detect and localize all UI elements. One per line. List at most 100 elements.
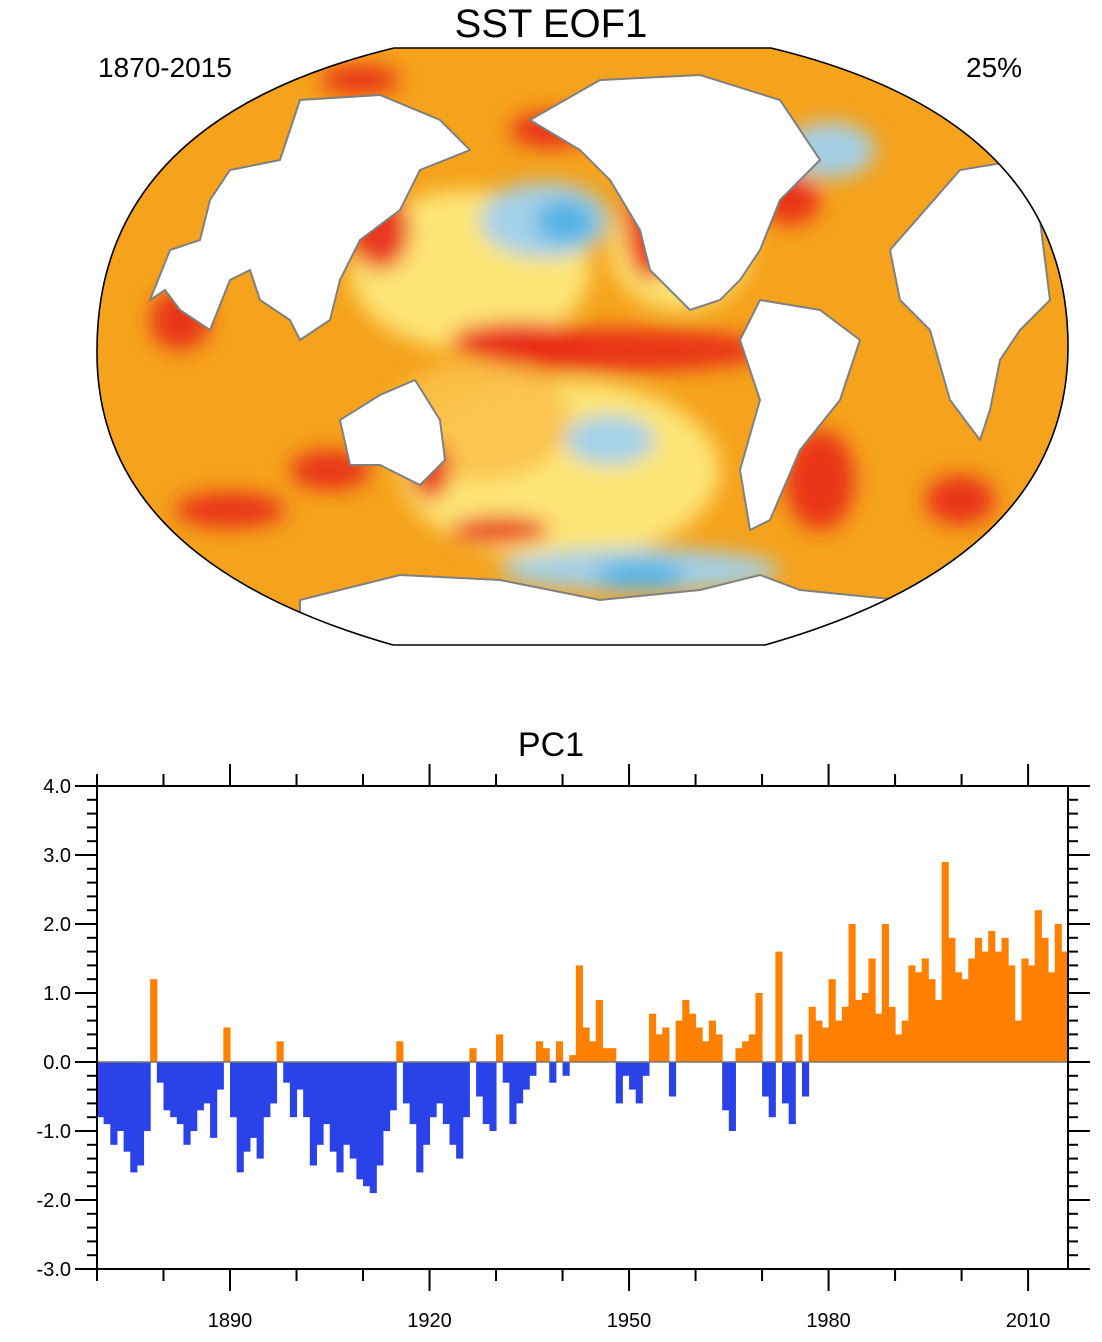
pc1-bar bbox=[110, 1062, 118, 1145]
pc1-bar bbox=[183, 1062, 191, 1145]
pc1-bar bbox=[249, 1062, 258, 1138]
pc1-bar bbox=[1008, 965, 1016, 1062]
pc1-bar bbox=[396, 1041, 404, 1062]
pc1-bar bbox=[296, 1062, 304, 1090]
pc1-bar bbox=[376, 1062, 384, 1166]
period-label: 1870-2015 bbox=[98, 52, 232, 83]
southern-indian-hotspot bbox=[175, 492, 285, 528]
pc1-bar bbox=[569, 1055, 577, 1062]
pc1-bar bbox=[582, 1027, 590, 1062]
pc1-bar bbox=[243, 1062, 251, 1152]
pc1-bar bbox=[595, 999, 603, 1062]
pc1-bar bbox=[708, 1020, 717, 1062]
pc1-bar bbox=[349, 1062, 357, 1159]
pc1-bar bbox=[888, 1006, 896, 1062]
pc1-bar bbox=[848, 924, 856, 1062]
pc1-bar bbox=[156, 1062, 165, 1083]
pc1-bar bbox=[283, 1062, 291, 1083]
pc1-bar bbox=[1048, 972, 1056, 1062]
pc1-bar bbox=[163, 1062, 171, 1111]
y-tick-label: 4.0 bbox=[43, 776, 71, 798]
pc1-bar bbox=[223, 1027, 231, 1062]
pc1-bar bbox=[1014, 1020, 1022, 1062]
pc1-bar bbox=[309, 1062, 317, 1166]
arctic-hotspot bbox=[320, 65, 400, 95]
pc1-bar bbox=[449, 1062, 457, 1145]
pc1-bar bbox=[515, 1062, 524, 1104]
pc1-bar bbox=[130, 1062, 138, 1173]
x-tick-label: 1890 bbox=[208, 1310, 253, 1332]
pc1-bar bbox=[835, 1020, 843, 1062]
pc1-bar bbox=[256, 1062, 264, 1159]
southern-ocean-cool-core bbox=[595, 561, 685, 589]
pc1-bar bbox=[150, 979, 158, 1062]
pc1-bar bbox=[609, 1048, 617, 1062]
pc1-bar bbox=[549, 1062, 557, 1083]
pc1-bar bbox=[795, 1034, 803, 1062]
pc1-bar bbox=[629, 1062, 637, 1090]
pc1-bar bbox=[841, 1006, 850, 1062]
pc1-bar bbox=[1021, 958, 1029, 1062]
pc1-bar bbox=[755, 993, 763, 1062]
pc1-bar bbox=[649, 1013, 657, 1062]
southeast-atlantic-hotspot bbox=[925, 475, 995, 525]
pc1-bar bbox=[1054, 924, 1062, 1062]
pc1-bar bbox=[575, 965, 583, 1062]
pc1-bar bbox=[742, 1041, 750, 1062]
pc1-bar bbox=[356, 1062, 364, 1180]
pc1-bar bbox=[815, 1020, 823, 1062]
pc1-bar bbox=[123, 1062, 131, 1152]
pc1-bar bbox=[915, 972, 923, 1062]
pc1-bar bbox=[103, 1062, 111, 1125]
south-pacific-hotspot bbox=[450, 516, 550, 544]
pc1-bar bbox=[97, 1062, 105, 1118]
pc1-bar bbox=[722, 1062, 730, 1111]
pc1-bar bbox=[821, 1027, 830, 1062]
pc1-bar bbox=[895, 1034, 903, 1062]
pc1-bar bbox=[881, 924, 889, 1062]
pc1-bar bbox=[981, 951, 989, 1062]
pc1-bar bbox=[934, 999, 943, 1062]
pc1-bar bbox=[196, 1062, 204, 1111]
pc1-bar bbox=[901, 1020, 909, 1062]
pc1-bar bbox=[303, 1062, 311, 1118]
pc1-bar bbox=[442, 1062, 450, 1125]
pc1-bar bbox=[615, 1062, 623, 1104]
pc1-bar bbox=[775, 951, 783, 1062]
pc1-bar bbox=[535, 1041, 544, 1062]
pc1-bar bbox=[562, 1062, 570, 1076]
axis-ticks bbox=[75, 764, 1090, 1291]
pc1-bar bbox=[702, 1041, 710, 1062]
y-tick-label: -1.0 bbox=[37, 1121, 71, 1143]
y-tick-label: 1.0 bbox=[43, 983, 71, 1005]
pc1-bar bbox=[176, 1062, 184, 1125]
pc1-bar bbox=[1028, 965, 1036, 1062]
pc1-bar bbox=[502, 1062, 510, 1083]
pc1-bar bbox=[782, 1062, 790, 1104]
pc1-bar bbox=[662, 1027, 670, 1062]
pc1-bar bbox=[675, 1020, 683, 1062]
pc1-bar bbox=[642, 1062, 650, 1076]
pc1-bar bbox=[116, 1062, 125, 1131]
pc1-bar bbox=[389, 1062, 397, 1111]
pc1-area bbox=[97, 861, 1069, 1194]
pc1-bar bbox=[289, 1062, 298, 1118]
pc1-bar bbox=[855, 999, 863, 1062]
pc1-bar bbox=[695, 1027, 703, 1062]
pc1-bar bbox=[1041, 937, 1049, 1062]
land-south-america bbox=[738, 298, 862, 532]
pc1-bar bbox=[948, 937, 956, 1062]
pc1-bar bbox=[1034, 910, 1042, 1062]
pc1-bar bbox=[522, 1062, 530, 1090]
pc1-bar bbox=[136, 1062, 145, 1166]
pc1-bar bbox=[436, 1062, 444, 1104]
pc1-bar bbox=[801, 1062, 810, 1097]
land-antarctica bbox=[299, 573, 901, 645]
pc1-bar bbox=[329, 1062, 337, 1152]
south-pacific-cool-patch bbox=[565, 415, 655, 465]
pc1-bar bbox=[343, 1062, 351, 1145]
central-equatorial-hotspot bbox=[450, 322, 590, 358]
pc1-bar bbox=[668, 1062, 677, 1097]
land-north-america bbox=[528, 73, 822, 312]
pc1-bar bbox=[143, 1062, 151, 1131]
